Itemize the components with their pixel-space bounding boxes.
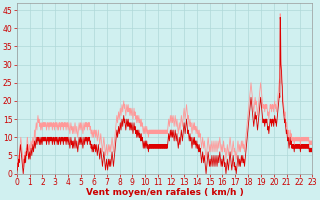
X-axis label: Vent moyen/en rafales ( km/h ): Vent moyen/en rafales ( km/h ): [86, 188, 244, 197]
